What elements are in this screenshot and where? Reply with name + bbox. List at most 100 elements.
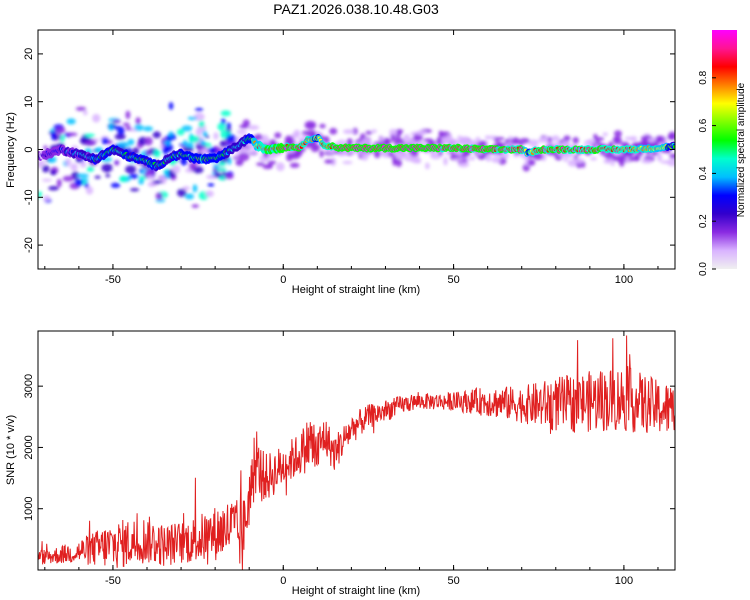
spectrogram-blob	[390, 133, 396, 143]
spectrogram-blob	[667, 134, 675, 140]
spectrogram-blob	[147, 181, 155, 188]
spectrogram-blob	[42, 195, 51, 202]
spectrogram-blob	[650, 139, 655, 143]
spectrogram-blob	[438, 130, 443, 137]
spectrogram-blob	[329, 127, 338, 135]
spectrogram-blob	[293, 129, 301, 138]
spectrogram-blob	[42, 178, 52, 182]
spectrogram-blob	[436, 136, 442, 146]
spectrogram-blob	[134, 124, 144, 131]
spectrogram-blob	[666, 158, 675, 167]
spectrogram-blob	[144, 136, 153, 146]
spectrogram-blob	[276, 162, 285, 172]
spectrogram-blob	[108, 122, 114, 131]
spectrogram-x-tick-label: 50	[447, 274, 459, 286]
spectrogram-blob	[65, 158, 72, 167]
spectrogram-blob	[105, 173, 111, 178]
spectrogram-blob	[152, 131, 161, 139]
spectrogram-ridge-point	[672, 145, 675, 149]
spectrogram-blob	[641, 158, 653, 164]
spectrogram-blob	[238, 152, 250, 162]
spectrogram-y-tick-label: 0	[23, 146, 35, 152]
spectrogram-blob	[304, 120, 317, 130]
spectrogram-blob	[205, 190, 214, 198]
spectrogram-blob	[164, 169, 169, 179]
spectrogram-blob	[62, 175, 74, 182]
spectrogram-blob	[75, 179, 83, 187]
spectrogram-blob	[285, 153, 293, 162]
spectrogram-blob	[194, 107, 204, 112]
snr-x-tick-label: -50	[105, 575, 121, 587]
spectrogram-blob	[51, 131, 56, 141]
spectrogram-y-label: Frequency (Hz)	[5, 112, 17, 188]
spectrogram-blob	[168, 102, 174, 110]
spectrogram-blob	[125, 110, 131, 120]
snr-frame	[37, 330, 676, 571]
spectrogram-blob	[610, 162, 615, 166]
spectrogram-blob	[593, 133, 598, 140]
spectrogram-blob	[613, 130, 622, 138]
spectrogram-blob	[485, 152, 492, 162]
spectrogram-blob	[202, 130, 208, 138]
snr-y-tick-label: 1000	[23, 496, 35, 520]
spectrogram-blob	[153, 149, 161, 158]
colorbar-label: Normalized spectral amplitude	[736, 82, 747, 217]
spectrogram-blob	[155, 192, 163, 201]
spectrogram-blob	[430, 151, 435, 158]
spectrogram-x-tick-label: -50	[105, 274, 121, 286]
spectrogram-blob	[162, 146, 169, 154]
spectrogram-blob	[232, 156, 238, 160]
spectrogram-blob	[403, 152, 413, 162]
spectrogram-blob	[669, 153, 675, 159]
spectrogram-y-ticks: -20 -10 0 10 20	[23, 48, 675, 253]
colorbar-tick-label: 0.8	[698, 70, 709, 84]
spectrogram-blob	[220, 118, 226, 125]
spectrogram-blob	[84, 140, 97, 146]
spectrogram-blob	[84, 182, 89, 189]
spectrogram-blob	[352, 127, 358, 135]
spectrogram-blob	[284, 135, 294, 144]
spectrogram-y-tick-label: -20	[23, 237, 35, 253]
spectrogram-blob	[319, 123, 326, 129]
spectrogram-blob	[389, 128, 398, 135]
spectrogram-blob	[117, 126, 125, 136]
spectrogram-blob	[224, 173, 234, 180]
spectrogram-blob	[119, 175, 128, 183]
spectrogram-blob	[188, 135, 200, 143]
spectrogram-blob	[365, 130, 373, 135]
spectrogram-blob	[319, 149, 324, 158]
spectrogram-blob	[324, 159, 334, 164]
spectrogram-blob	[86, 166, 95, 172]
spectrogram-blob	[247, 125, 260, 130]
spectrogram-blob	[371, 129, 377, 134]
spectrogram-blob	[50, 169, 57, 176]
spectrogram-blob	[508, 135, 513, 140]
colorbar-gradient	[712, 30, 737, 269]
spectrogram-blob	[469, 156, 476, 161]
spectrogram-blob	[501, 152, 510, 159]
snr-x-ticks: -50 0 50 100	[44, 331, 659, 587]
spectrogram-blob	[416, 130, 427, 136]
spectrogram-blob	[254, 133, 263, 141]
spectrogram-blob	[38, 161, 43, 169]
spectrogram-blob	[388, 151, 394, 157]
spectrogram-blob	[573, 157, 585, 164]
spectrogram-blob	[618, 158, 625, 167]
spectrogram-blob	[395, 153, 404, 160]
spectrogram-blob	[145, 149, 150, 157]
spectrogram-blob	[215, 167, 227, 172]
snr-y-tick-label: 2000	[23, 435, 35, 459]
spectrogram-blob	[200, 139, 206, 146]
spectrogram-blob	[602, 132, 608, 137]
spectrogram-blob	[342, 129, 355, 134]
spectrogram-blob	[457, 162, 470, 168]
spectrogram-blob	[262, 164, 273, 170]
spectrogram-blob	[207, 183, 215, 187]
spectrogram-blob	[168, 131, 173, 138]
spectrogram-blob	[360, 151, 371, 158]
spectrogram-blob	[128, 173, 139, 179]
spectrogram-blob	[76, 173, 89, 178]
spectrogram-blob	[475, 136, 481, 143]
spectrogram-blob	[249, 150, 258, 154]
spectrogram-y-tick-label: 10	[23, 96, 35, 108]
